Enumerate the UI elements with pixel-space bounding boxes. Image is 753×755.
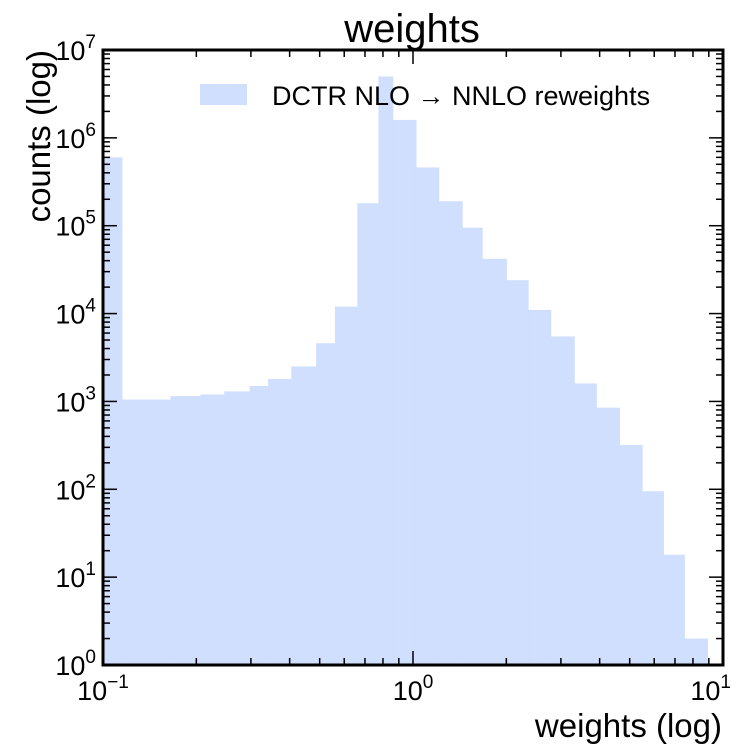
histogram-bars: [103, 76, 708, 666]
histogram-bar: [200, 394, 225, 665]
histogram-bar: [663, 554, 685, 665]
tick-label: 102: [55, 471, 96, 505]
histogram-bar: [392, 119, 417, 665]
tick-label: 105: [55, 208, 96, 242]
histogram-bar: [334, 306, 358, 665]
histogram-bar: [528, 309, 552, 665]
histogram-bar: [574, 383, 597, 665]
legend-swatch: [200, 84, 247, 105]
tick-label: 101: [690, 672, 731, 706]
legend: DCTR NLO → NNLO reweights: [200, 81, 650, 111]
histogram-bar: [642, 491, 664, 665]
histogram-bar: [415, 167, 440, 666]
histogram-bar: [506, 280, 529, 665]
histogram-bar: [357, 203, 380, 665]
histogram-bar: [438, 201, 463, 665]
chart-title: weights: [343, 7, 480, 51]
histogram-bar: [378, 76, 394, 665]
histogram-bar: [316, 343, 336, 665]
plot-frame: [101, 48, 725, 667]
histogram-bar: [249, 385, 269, 665]
histogram-bar: [291, 366, 317, 665]
legend-label: DCTR NLO → NNLO reweights: [272, 81, 650, 111]
histogram-bar: [684, 638, 708, 665]
x-axis-label: weights (log): [534, 707, 722, 744]
histogram-bar: [619, 444, 643, 665]
y-tick-labels: 100 101 102 103 104 105 106 107: [55, 32, 96, 681]
histogram-bar: [103, 157, 123, 665]
histogram-bar: [550, 336, 575, 665]
histogram-bar: [224, 391, 251, 665]
histogram-bar: [150, 399, 172, 665]
tick-label: 106: [55, 120, 96, 154]
histogram-bar: [170, 396, 201, 665]
tick-label: 100: [55, 647, 96, 681]
tick-label: 10−1: [77, 672, 129, 706]
tick-label: 104: [55, 296, 96, 330]
y-axis-label: counts (log): [20, 50, 57, 222]
histogram-bar: [482, 258, 507, 665]
tick-label: 103: [55, 383, 96, 417]
histogram-bar: [596, 407, 620, 665]
tick-label: 100: [393, 672, 434, 706]
histogram-bar: [121, 399, 151, 665]
histogram-bar: [462, 227, 483, 665]
tick-label: 101: [55, 559, 96, 593]
histogram-bar: [268, 379, 292, 665]
tick-label: 107: [55, 32, 96, 66]
x-tick-labels: 10−1 100 101: [77, 672, 731, 706]
